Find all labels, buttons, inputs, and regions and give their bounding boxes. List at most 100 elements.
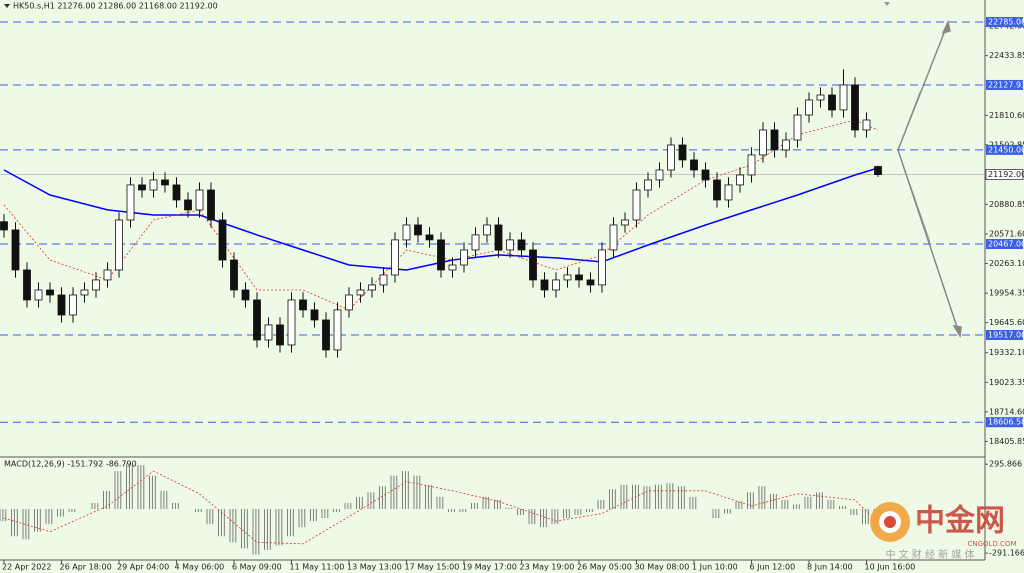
candle-body (218, 219, 227, 261)
candle-body (80, 289, 89, 296)
current-price-label: 21192.00 (988, 170, 1024, 179)
candle-body (425, 234, 434, 241)
candle-body (57, 294, 66, 316)
candle-body (793, 114, 802, 141)
x-tick-label: 8 Jun 14:00 (807, 563, 853, 572)
candle-body (667, 144, 675, 171)
y-tick-label: 20263.10 (989, 259, 1024, 268)
candle-body (736, 174, 744, 186)
arrow-line (897, 149, 959, 331)
candle-body (69, 294, 77, 316)
level-label: 18606.58 (988, 418, 1024, 427)
candle-body (391, 239, 399, 276)
candle-body (195, 189, 204, 211)
x-tick-label: 22 Apr 2022 (2, 563, 51, 572)
candle-body (356, 289, 365, 296)
candle-body (713, 179, 721, 201)
candle-body (701, 169, 710, 181)
y-tick-label: 21810.60 (989, 111, 1024, 120)
candle-body (103, 269, 112, 281)
slogan: 中 文 财 经 新 媒 体 (885, 548, 974, 561)
candle-body (310, 309, 319, 321)
level-label-box (986, 239, 1023, 250)
level-label-box (986, 330, 1023, 341)
candle-body (598, 249, 606, 286)
x-tick-label: 4 May 06:00 (175, 563, 225, 572)
x-tick-label: 6 May 09:00 (232, 563, 282, 572)
candle-body (540, 279, 549, 291)
candle-body (241, 289, 250, 301)
menu-arrow[interactable] (4, 4, 10, 8)
candle-body (747, 154, 756, 176)
macd-y-tick-label: 295.866 (989, 460, 1022, 469)
x-tick-label: 1 Jun 10:00 (692, 563, 738, 572)
candle-body (851, 84, 859, 131)
level-label-box (986, 79, 1023, 90)
level-label-box (986, 17, 1023, 28)
candle-body (448, 264, 457, 271)
candle-body (287, 299, 296, 346)
y-tick-label: 19332.10 (989, 348, 1024, 357)
candle-body (345, 294, 353, 311)
level-label-box (986, 417, 1023, 428)
x-tick-label: 30 May 08:00 (635, 563, 690, 572)
candle-body (816, 94, 825, 101)
x-tick-label: 11 May 11:00 (290, 563, 345, 572)
candle-body (575, 274, 583, 281)
candle-body (770, 129, 779, 151)
level-label-box (986, 144, 1023, 155)
arrow-head (952, 325, 962, 339)
y-tick-label: 20880.85 (989, 200, 1024, 209)
x-tick-label: 19 May 17:00 (462, 563, 517, 572)
level-label: 21450.00 (988, 145, 1024, 154)
candle-body (23, 269, 31, 301)
x-tick-label: 13 May 13:00 (347, 563, 402, 572)
candle-body (644, 179, 652, 191)
x-tick-label: 10 Jun 16:00 (865, 563, 916, 572)
candle-body (207, 189, 215, 221)
candle-body (621, 219, 629, 226)
candle-body (138, 184, 146, 191)
level-label: 19517.00 (988, 331, 1024, 340)
candle-body (874, 166, 882, 175)
candle-body (483, 224, 491, 236)
level-label: 20467.00 (988, 240, 1024, 249)
candle-body (839, 84, 848, 111)
candle-body (115, 219, 123, 271)
site: CNGOLD.COM (967, 540, 1016, 548)
watermark: 中金网 CNGOLD.COM 中 文 财 经 新 媒 体 (870, 502, 1017, 561)
y-tick-label: 20571.60 (989, 230, 1024, 239)
level-label: 22127.93 (988, 80, 1024, 89)
candle-body (632, 189, 641, 221)
candle-body (253, 299, 261, 341)
candle-body (299, 299, 307, 311)
candle-body (782, 139, 790, 151)
candle-body (506, 239, 514, 251)
candle-body (92, 279, 100, 291)
chart-title: HK50.s,H1 21276.00 21286.00 21168.00 211… (13, 2, 218, 11)
candle-body (0, 221, 8, 231)
level-label: 22785.00 (988, 18, 1024, 27)
y-tick-label: 19954.35 (989, 289, 1024, 298)
candle-body (563, 274, 572, 281)
y-tick-label: 19645.60 (989, 318, 1024, 327)
arrow-guide (897, 91, 931, 243)
candle-body (655, 169, 664, 181)
candle-body (34, 289, 43, 301)
candle-body (322, 319, 330, 351)
candle-body (552, 279, 560, 291)
candle-body (333, 309, 342, 351)
x-tick-label: 6 Jun 12:00 (750, 563, 796, 572)
logo-core (884, 516, 896, 528)
candle-body (264, 324, 273, 341)
macd-label: MACD(12,26,9) -151.792 -86.790 (4, 460, 137, 469)
candle-body (724, 184, 733, 201)
candle-body (471, 234, 480, 251)
candle-body (862, 119, 871, 131)
candle-body (529, 249, 537, 281)
candle-body (678, 144, 687, 161)
x-tick-label: 23 May 19:00 (520, 563, 575, 572)
candle-body (494, 224, 503, 251)
arrow-head (941, 19, 951, 35)
